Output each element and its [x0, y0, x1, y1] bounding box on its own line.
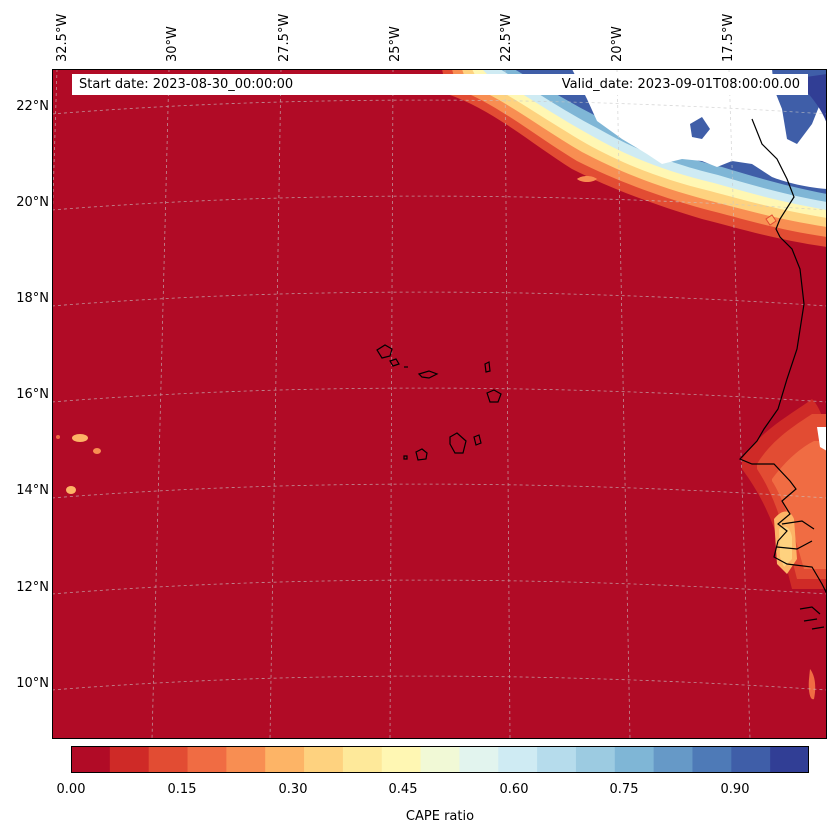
colorbar-segment: [731, 746, 771, 773]
coastal-ratio-patches: [742, 399, 827, 700]
colorbar-tick-0-75: 0.75: [609, 782, 639, 797]
lon-label-32-5w: 32.5°W: [55, 13, 70, 62]
colorbar-segment: [537, 746, 577, 773]
lat-label-16n: 16°N: [16, 387, 49, 402]
colorbar-tick-0-45: 0.45: [388, 782, 418, 797]
colorbar-segment: [381, 746, 422, 773]
lon-label-20w: 20°W: [610, 26, 625, 62]
coastlines: [738, 118, 827, 630]
lat-label-18n: 18°N: [16, 291, 49, 306]
lon-label-17-5w: 17.5°W: [721, 13, 736, 62]
africa-coastline: [738, 118, 827, 595]
colorbar-segment: [770, 746, 809, 773]
colorbar-segment: [692, 746, 732, 773]
lon-label-22-5w: 22.5°W: [499, 13, 514, 62]
colorbar-segment: [226, 746, 266, 773]
lon-label-30w: 30°W: [165, 26, 180, 62]
cape-verde-islands: [376, 344, 502, 461]
cape-ratio-map: [52, 69, 827, 739]
colorbar-tick-0-60: 0.60: [499, 782, 529, 797]
colorbar-border: [71, 746, 809, 773]
colorbar-segment: [614, 746, 655, 773]
colorbar-tick-0-00: 0.00: [56, 782, 86, 797]
lat-label-12n: 12°N: [16, 580, 49, 595]
date-info-box: Start date: 2023-08-30_00:00:00 Valid_da…: [72, 74, 808, 95]
colorbar-segment: [575, 746, 616, 773]
coast-marker: [765, 214, 777, 226]
colorbar-segment: [71, 746, 111, 773]
colorbar-segment: [148, 746, 189, 773]
lat-label-22n: 22°N: [16, 99, 49, 114]
start-date-label: Start date: 2023-08-30_00:00:00: [79, 77, 294, 92]
colorbar-tick-0-15: 0.15: [167, 782, 197, 797]
colorbar-segment: [304, 746, 344, 773]
graticule: [52, 69, 827, 739]
colorbar-segment: [653, 746, 693, 773]
colorbar-segment: [459, 746, 499, 773]
valid-date-label: Valid_date: 2023-09-01T08:00:00.00: [561, 77, 800, 92]
colorbar-segment: [109, 746, 150, 773]
colorbar-segment: [498, 746, 538, 773]
lat-label-14n: 14°N: [16, 483, 49, 498]
colorbar: [71, 746, 809, 773]
western-spots: [56, 434, 101, 494]
colorbar-segment: [187, 746, 227, 773]
colorbar-tick-0-30: 0.30: [278, 782, 308, 797]
lon-label-27-5w: 27.5°W: [277, 13, 292, 62]
colorbar-tick-0-90: 0.90: [720, 782, 750, 797]
colorbar-segment: [420, 746, 460, 773]
lon-label-25w: 25°W: [388, 26, 403, 62]
colorbar-label: CAPE ratio: [405, 809, 475, 824]
colorbar-segment: [342, 746, 383, 773]
lat-label-20n: 20°N: [16, 195, 49, 210]
colorbar-segment: [265, 746, 305, 773]
lat-label-10n: 10°N: [16, 676, 49, 691]
